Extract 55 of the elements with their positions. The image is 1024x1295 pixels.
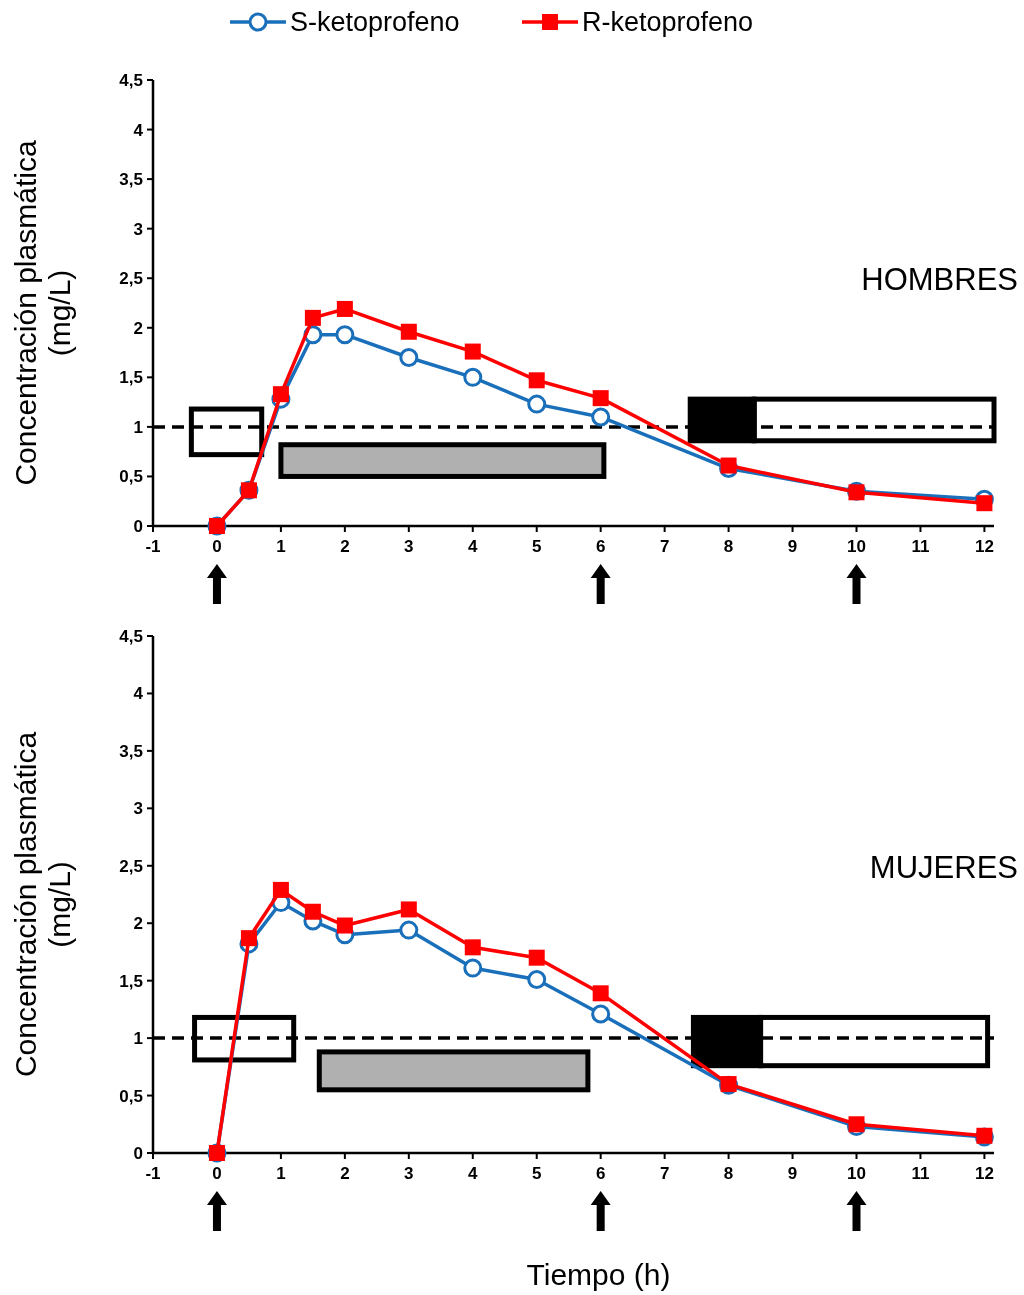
x-tick-label: 0 — [212, 537, 222, 556]
x-axis-title: Tiempo (h) — [526, 1258, 671, 1291]
x-tick-label: 5 — [531, 537, 542, 556]
x-tick-label: 4 — [468, 1164, 479, 1183]
y-tick-label: 4,5 — [119, 626, 143, 646]
x-tick-label: 6 — [595, 1164, 606, 1183]
y-tick-label: 3 — [133, 799, 143, 819]
y-tick-label: 2 — [133, 318, 143, 338]
x-tick-label: 9 — [787, 537, 798, 556]
x-tick-label: 3 — [404, 1164, 414, 1183]
y-tick-label: 4 — [133, 684, 144, 704]
y-tick-label: 0,5 — [119, 1086, 143, 1106]
y-tick-label: 3 — [133, 219, 143, 239]
x-tick-label: 11 — [911, 1164, 930, 1183]
y-tick-label: 2,5 — [119, 269, 143, 289]
x-tick-label: 1 — [276, 1164, 286, 1183]
x-tick-label: 7 — [659, 1164, 670, 1183]
x-tick-label: 7 — [659, 537, 670, 556]
y-tick-label: 1 — [133, 1029, 143, 1049]
x-tick-label: 10 — [847, 1164, 866, 1183]
legend-label: S-ketoprofeno — [290, 7, 460, 38]
x-tick-label: -1 — [145, 1164, 161, 1183]
x-tick-label: 12 — [974, 1164, 994, 1183]
x-tick-label: 10 — [847, 537, 866, 556]
y-tick-label: 1 — [133, 417, 143, 437]
legend-label: R-ketoprofeno — [582, 7, 754, 38]
x-tick-label: 6 — [595, 537, 606, 556]
x-tick-label: 2 — [340, 537, 350, 556]
y-tick-label: 2,5 — [119, 856, 143, 876]
y-tick-label: 4,5 — [119, 70, 143, 90]
y-tick-label: 0 — [133, 1143, 143, 1163]
x-tick-label: 8 — [723, 1164, 734, 1183]
x-tick-label: 4 — [468, 537, 479, 556]
x-tick-label: 8 — [723, 537, 734, 556]
x-tick-label: 2 — [340, 1164, 350, 1183]
annotation: MUJERES — [869, 849, 1018, 885]
x-tick-label: 12 — [974, 537, 994, 556]
y-tick-label: 1,5 — [119, 971, 143, 991]
annotation: HOMBRES — [861, 262, 1018, 298]
x-tick-label: 1 — [276, 537, 286, 556]
y-tick-label: 3,5 — [119, 170, 143, 190]
x-tick-label: 5 — [531, 1164, 542, 1183]
x-tick-label: -1 — [145, 537, 161, 556]
x-tick-label: 9 — [787, 1164, 798, 1183]
y-axis-title: Concentración plasmática (mg/L) — [8, 731, 76, 1078]
y-tick-label: 3,5 — [119, 741, 143, 761]
y-tick-label: 1,5 — [119, 368, 143, 388]
x-tick-label: 11 — [911, 537, 930, 556]
y-tick-label: 4 — [133, 120, 144, 140]
y-tick-label: 2 — [133, 914, 143, 934]
x-tick-label: 3 — [404, 537, 414, 556]
x-tick-label: 0 — [212, 1164, 222, 1183]
y-axis-title: Concentración plasmática (mg/L) — [8, 140, 76, 486]
y-tick-label: 0 — [133, 516, 143, 536]
y-tick-label: 0,5 — [119, 467, 143, 487]
